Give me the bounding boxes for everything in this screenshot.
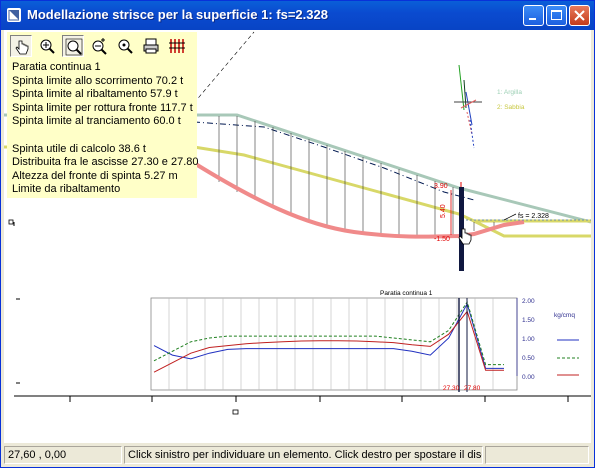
info-line: Spinta limite per rottura fronte 117.7 t: [12, 101, 193, 114]
chart-unit-label: kg/cmq: [554, 312, 575, 319]
dim-top-label: 3.90: [434, 183, 448, 190]
fs-label: fs = 2.328: [518, 213, 549, 220]
zoom-toggle-button[interactable]: [88, 35, 110, 57]
info-line: Spinta utile di calcolo 38.6 t: [12, 142, 146, 155]
maximize-icon: [551, 10, 562, 20]
chart-title: Paratia continua 1: [380, 290, 433, 297]
info-line: [12, 129, 199, 143]
columns-icon: [169, 39, 185, 53]
zoom-extents-button[interactable]: [114, 35, 136, 57]
zoom-window-button[interactable]: [62, 35, 84, 57]
left-axis-ticks: [16, 298, 20, 384]
info-panel: Paratia continua 1 Spinta limite allo sc…: [7, 32, 199, 198]
minimize-button[interactable]: [523, 5, 544, 26]
hand-pointer-icon: [15, 40, 29, 55]
strip-lines: [218, 116, 495, 237]
pan-tool-button[interactable]: [10, 35, 32, 57]
dim-bottom-label: -1.50: [434, 236, 450, 243]
status-bar: 27,60 , 0,00 Click sinistro per individu…: [4, 444, 591, 466]
close-icon: [574, 10, 585, 21]
status-message: Click sinistro per individuare un elemen…: [124, 446, 483, 464]
info-text: Paratia continua 1 Spinta limite allo sc…: [12, 61, 199, 197]
chart-vertical-grid: [168, 298, 494, 390]
axis-dashed-line: [193, 31, 255, 104]
dim-height-label: 5.40: [440, 204, 447, 218]
info-line: Altezza del fronte di spinta 5.27 m: [12, 169, 178, 182]
close-button[interactable]: [569, 5, 590, 26]
y-tick-0: 0.00: [522, 374, 535, 381]
title-bar[interactable]: Modellazione strisce per la superficie 1…: [1, 1, 594, 30]
zoom-in-icon: [40, 39, 55, 54]
retaining-wall: [459, 187, 464, 271]
sand-base-line: [473, 219, 591, 238]
y-tick-1: 1.00: [522, 336, 535, 343]
baseline-ticks: [69, 396, 569, 402]
chart-frame: [150, 297, 518, 391]
y-tick-0-5: 0.50: [522, 355, 535, 362]
zoom-in-button[interactable]: [36, 35, 58, 57]
hand-cursor-icon: [458, 228, 472, 245]
zoom-plus-minus-icon: [92, 38, 107, 55]
chart-series-line-1: [153, 302, 504, 369]
status-extra: [485, 446, 589, 464]
chart-series-group: [153, 300, 504, 373]
info-line: Paratia continua 1: [12, 61, 101, 73]
info-line: Spinta limite allo scorrimento 70.2 t: [12, 74, 184, 87]
window-title: Modellazione strisce per la superficie 1…: [27, 7, 328, 22]
x-mark-27-80: 27.80: [464, 385, 481, 392]
app-icon: [7, 8, 21, 22]
slip-surface: [192, 161, 525, 239]
pressure-chart: 2.00 1.50 1.00 0.50 0.00 kg/cmq Paratia …: [150, 290, 579, 392]
zoom-extents-icon: [118, 39, 133, 54]
y-tick-2: 2.00: [522, 298, 535, 305]
legend-item-argilla: 1: Argilla: [497, 89, 522, 96]
legend-item-sabbia: 2: Sabbia: [497, 104, 525, 111]
y-tick-1-5: 1.50: [522, 317, 535, 324]
zoom-window-icon: [65, 38, 83, 56]
drawing-canvas[interactable]: 3.90 -1.50 5.40 fs = 2.328: [4, 30, 591, 443]
info-line: Limite da ribaltamento: [12, 183, 121, 196]
chart-series-line-3: [153, 310, 504, 373]
chart-series-line-2: [153, 300, 504, 366]
info-line: Spinta limite al ribaltamento 57.9 t: [12, 88, 178, 101]
phreatic-line: [193, 121, 475, 201]
x-mark-27-30: 27.30: [443, 385, 460, 392]
info-line: Spinta limite al tranciamento 60.0 t: [12, 115, 181, 128]
print-button[interactable]: [140, 35, 162, 57]
printer-icon: [143, 38, 159, 54]
maximize-button[interactable]: [546, 5, 567, 26]
info-line: Distribuita fra le ascisse 27.30 e 27.80: [12, 156, 199, 169]
minimize-icon: [529, 18, 536, 20]
force-polygon: [454, 64, 482, 149]
strips-button[interactable]: [166, 35, 188, 57]
status-coordinates: 27,60 , 0,00: [4, 446, 122, 464]
